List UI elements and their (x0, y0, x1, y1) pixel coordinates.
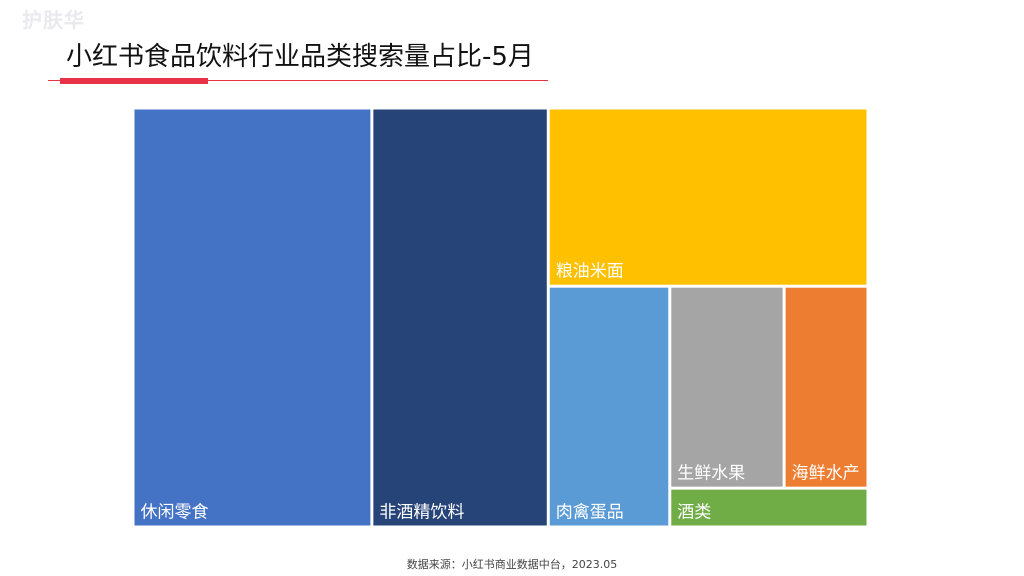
title-accent-bar (60, 78, 208, 84)
treemap-cell-non-alcoholic-drinks (373, 109, 547, 526)
title-underline (48, 80, 548, 81)
treemap-cell-meat-eggs (549, 287, 669, 526)
treemap-label-meat-eggs: 肉禽蛋品 (556, 503, 624, 523)
page-title: 小红书食品饮料行业品类搜索量占比-5月 (66, 42, 534, 72)
treemap-label-seafood: 海鲜水产 (792, 464, 860, 484)
source-note: 数据来源：小红书商业数据中台，2023.05 (406, 558, 618, 571)
treemap-cell-fresh-fruit (671, 287, 783, 487)
treemap-cell-grain-oil (549, 109, 867, 285)
treemap-label-snacks: 休闲零食 (141, 503, 209, 523)
watermark: 护肤华 (22, 8, 85, 32)
treemap-cell-seafood (785, 287, 867, 487)
treemap-label-non-alcoholic-drinks: 非酒精饮料 (379, 503, 464, 523)
treemap-cell-snacks (134, 109, 371, 526)
treemap-label-fresh-fruit: 生鲜水果 (677, 464, 745, 484)
treemap-label-grain-oil: 粮油米面 (556, 262, 624, 282)
treemap-label-liquor: 酒类 (677, 503, 711, 523)
treemap-cell-liquor (671, 489, 867, 526)
